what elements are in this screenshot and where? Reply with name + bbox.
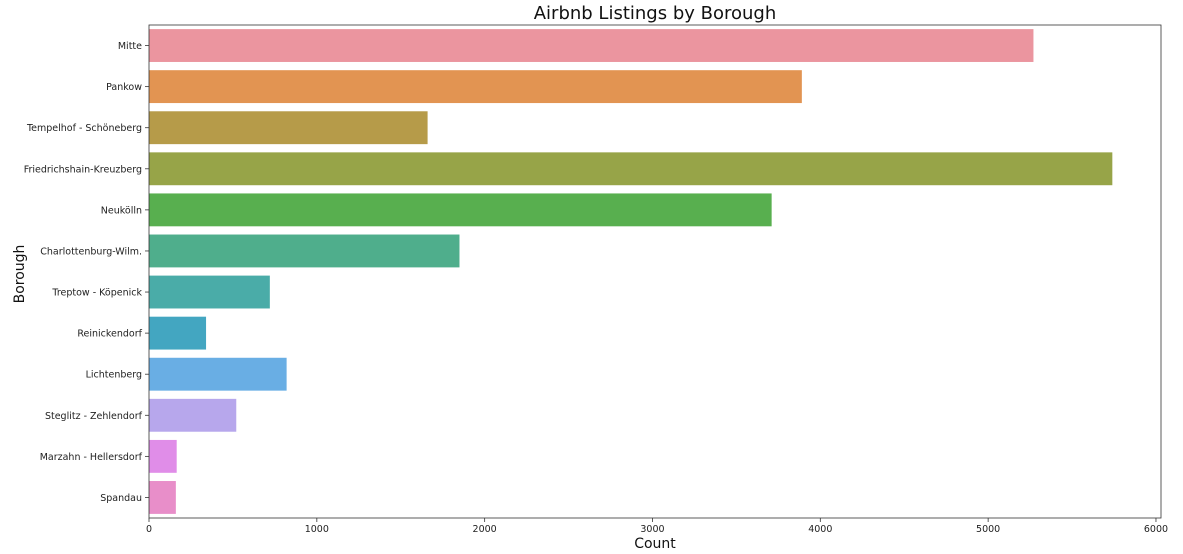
bar [149, 275, 270, 309]
plot-frame [148, 24, 1162, 519]
x-tick-labels: 0 1000 2000 3000 4000 5000 6000 [146, 518, 1168, 535]
x-tick-label: 4000 [808, 524, 832, 535]
y-tick-label: Reinickendorf [77, 329, 142, 340]
bar [149, 316, 207, 350]
x-tick-label: 3000 [640, 524, 664, 535]
y-tick-label: Spandau [100, 493, 142, 504]
y-tick-labels: Mitte Pankow Tempelhof - Schöneberg Friedri… [24, 41, 149, 504]
y-tick-label: Friedrichshain-Kreuzberg [24, 164, 142, 175]
y-tick-label: Treptow - Köpenick [51, 288, 142, 299]
bars-group [149, 29, 1113, 514]
bar [149, 70, 802, 104]
x-tick-label: 0 [146, 524, 152, 535]
bar [149, 234, 460, 268]
y-tick-label: Steglitz - Zehlendorf [45, 411, 143, 422]
y-tick-label: Tempelhof - Schöneberg [26, 123, 142, 134]
y-tick-label: Mitte [118, 41, 142, 52]
bar [149, 481, 176, 514]
x-axis-label: Count [634, 536, 676, 552]
bar [149, 398, 237, 432]
bar [149, 111, 428, 145]
bar [149, 357, 287, 391]
chart-title: Airbnb Listings by Borough [534, 3, 777, 24]
bar [149, 152, 1113, 186]
x-tick-label: 5000 [976, 524, 1000, 535]
y-tick-label: Pankow [106, 82, 142, 93]
y-tick-label: Charlottenburg-Wilm. [40, 246, 142, 257]
y-tick-label: Marzahn - Hellersdorf [40, 452, 143, 463]
x-tick-label: 6000 [1144, 524, 1168, 535]
y-tick-label: Lichtenberg [86, 370, 142, 381]
y-tick-label: Neukölln [101, 205, 142, 216]
x-tick-label: 1000 [305, 524, 329, 535]
y-axis-label: Borough [12, 245, 28, 304]
bar [149, 439, 177, 473]
bar [149, 193, 772, 227]
x-tick-label: 2000 [473, 524, 497, 535]
bar [149, 29, 1034, 62]
